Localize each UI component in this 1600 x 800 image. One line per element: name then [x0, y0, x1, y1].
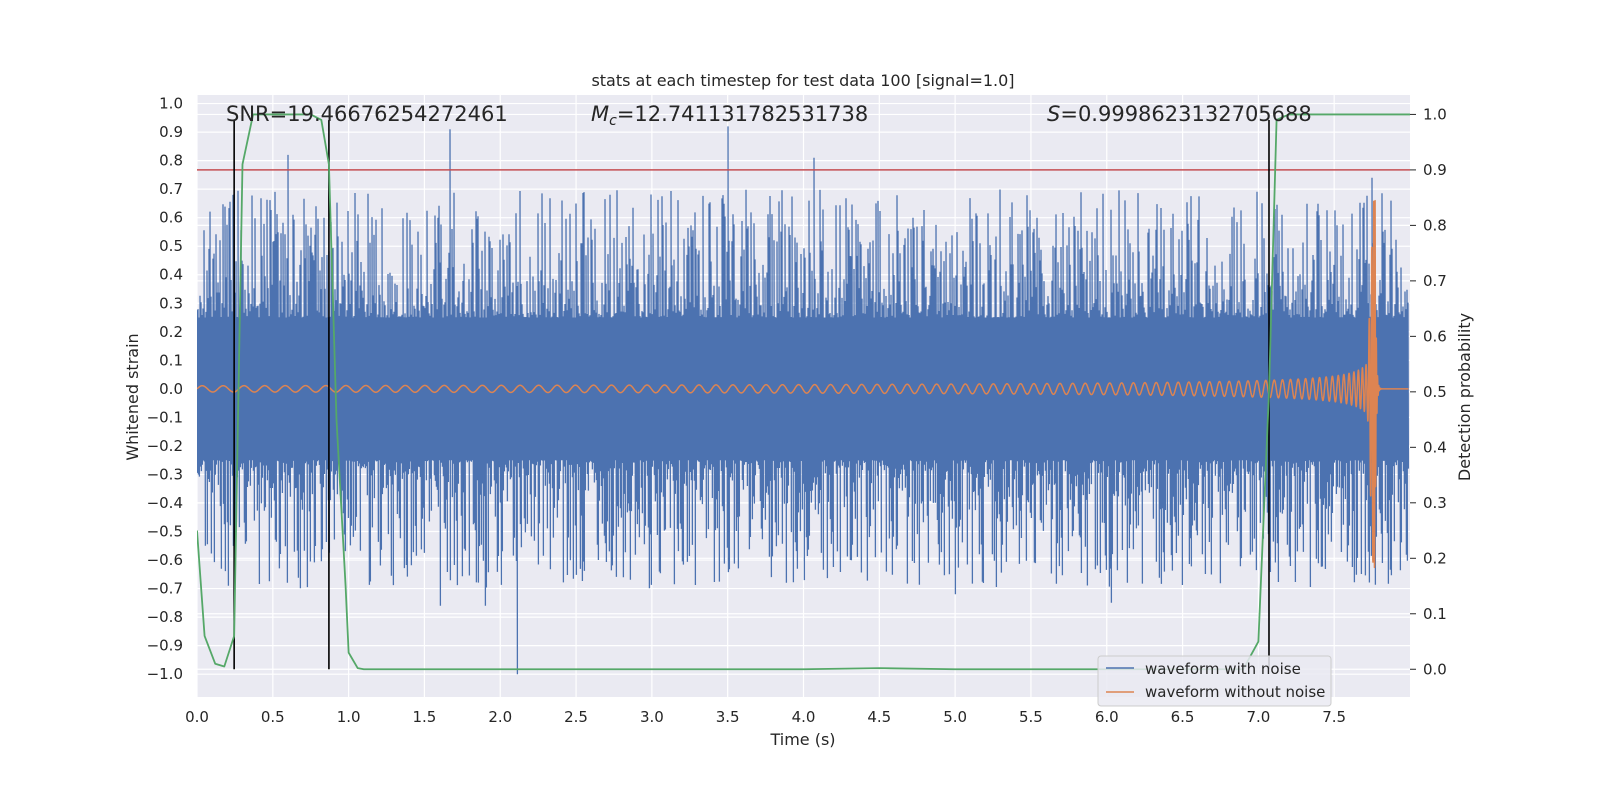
y-right-axis-ticks: 1.0 0.9 0.8 0.7 0.6 0.5 0.4 0.3 0.2 0.1 0.0 [1410, 105, 1447, 678]
s-annotation: S=0.9998623132705688 [1047, 102, 1312, 126]
y-tick-label: −0.9 [147, 637, 183, 655]
legend-label-noise: waveform with noise [1145, 660, 1301, 678]
y-tick-label: −0.1 [147, 408, 183, 426]
x-tick-label: 4.5 [867, 708, 891, 726]
x-tick-label: 3.5 [716, 708, 740, 726]
y-right-tick-label: 0.0 [1423, 660, 1447, 678]
mc-value: =12.741131782531738 [617, 102, 868, 126]
y-right-tick-label: 0.7 [1423, 272, 1447, 290]
mc-subscript: c [609, 113, 617, 129]
y-tick-label: 0.2 [159, 323, 183, 341]
y-right-tick-label: 0.3 [1423, 494, 1447, 512]
x-tick-label: 5.0 [943, 708, 967, 726]
x-tick-label: 2.0 [488, 708, 512, 726]
x-tick-label: 7.0 [1246, 708, 1270, 726]
chart-title: stats at each timestep for test data 100… [591, 71, 1014, 90]
y-axis-ticks: 1.0 0.9 0.8 0.7 0.6 0.5 0.4 0.3 0.2 0.1 0.0 −0.1 −0.… [147, 95, 183, 684]
y-right-tick-label: 0.2 [1423, 549, 1447, 567]
x-tick-label: 5.5 [1019, 708, 1043, 726]
y-tick-label: 0.5 [159, 237, 183, 255]
snr-annotation: SNR=19.46676254272461 [226, 102, 508, 126]
x-tick-label: 1.0 [337, 708, 361, 726]
x-tick-label: 3.0 [640, 708, 664, 726]
y-tick-label: −0.5 [147, 523, 183, 541]
x-tick-label: 0.0 [185, 708, 209, 726]
series-waveform-with-noise [197, 126, 1410, 675]
y-right-axis-label: Detection probability [1455, 313, 1474, 481]
y-tick-label: −0.3 [147, 465, 183, 483]
y-tick-label: 0.1 [159, 351, 183, 369]
x-tick-label: 0.5 [261, 708, 285, 726]
y-tick-label: −0.7 [147, 580, 183, 598]
y-tick-label: −0.8 [147, 608, 183, 626]
y-tick-label: 0.3 [159, 294, 183, 312]
x-tick-label: 1.5 [413, 708, 437, 726]
x-axis-label: Time (s) [769, 730, 835, 749]
x-tick-label: 4.0 [792, 708, 816, 726]
y-right-tick-label: 0.5 [1423, 383, 1447, 401]
x-axis-ticks: 0.0 0.5 1.0 1.5 2.0 2.5 3.0 3.5 4.0 4.5 5.0 5.5 6.0 6… [185, 708, 1346, 726]
series-detection-probability [197, 113, 1410, 671]
mc-annotation: Mc=12.741131782531738 [591, 102, 868, 129]
legend-box [1097, 655, 1332, 707]
y-tick-label: 0.0 [159, 380, 183, 398]
x-tick-label: 6.0 [1095, 708, 1119, 726]
y-right-tick-label: 0.8 [1423, 216, 1447, 234]
s-symbol: S [1047, 102, 1060, 126]
y-tick-label: 0.4 [159, 266, 183, 284]
x-tick-label: 6.5 [1171, 708, 1195, 726]
s-value: =0.9998623132705688 [1060, 102, 1311, 126]
x-tick-label: 2.5 [564, 708, 588, 726]
y-right-tick-label: 0.1 [1423, 605, 1447, 623]
x-tick-label: 7.5 [1322, 708, 1346, 726]
y-axis-label: Whitened strain [123, 333, 142, 460]
y-tick-label: 0.8 [159, 152, 183, 170]
y-tick-label: −0.4 [147, 494, 183, 512]
series-waveform-without-noise [197, 199, 1410, 569]
y-right-tick-label: 1.0 [1423, 105, 1447, 123]
y-tick-label: 0.9 [159, 123, 183, 141]
legend: waveform with noise waveform without noi… [1097, 655, 1332, 707]
y-right-tick-label: 0.4 [1423, 438, 1447, 456]
legend-label-clean: waveform without noise [1145, 683, 1325, 701]
y-tick-label: −0.6 [147, 551, 183, 569]
y-tick-label: 0.6 [159, 209, 183, 227]
y-tick-label: 0.7 [159, 180, 183, 198]
y-right-tick-label: 0.6 [1423, 327, 1447, 345]
y-right-tick-label: 0.9 [1423, 161, 1447, 179]
mc-symbol: M [591, 102, 609, 126]
y-tick-label: 1.0 [159, 95, 183, 113]
y-tick-label: −0.2 [147, 437, 183, 455]
y-tick-label: −1.0 [147, 665, 183, 683]
